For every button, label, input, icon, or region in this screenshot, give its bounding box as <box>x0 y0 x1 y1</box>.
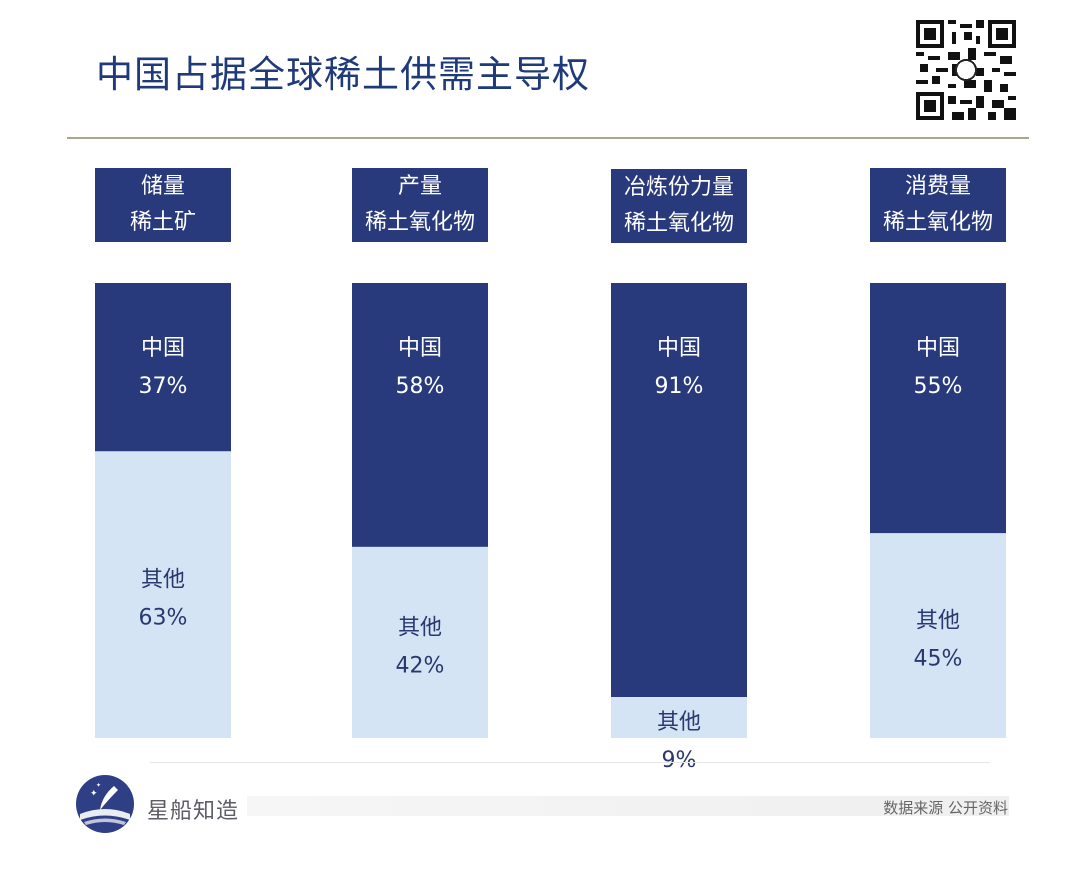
bar-segment-china-1 <box>352 283 488 547</box>
category-header-3: 消费量 稀土氧化物 <box>870 168 1006 242</box>
segment-value-label: 9% <box>662 748 697 773</box>
starship-logo-icon: ✦ ✦ <box>76 775 134 833</box>
category-header-line2: 稀土氧化物 <box>882 210 993 235</box>
bar-segment-other-1 <box>352 546 488 738</box>
segment-value-label: 58% <box>396 374 445 399</box>
segment-name-label: 中国 <box>398 336 442 361</box>
segment-value-label: 37% <box>139 374 188 399</box>
page-title: 中国占据全球稀土供需主导权 <box>96 53 590 96</box>
category-header-0: 储量 稀土矿 <box>95 168 231 242</box>
segment-value-label: 42% <box>396 653 445 678</box>
category-header-line1: 冶炼份力量 <box>623 175 734 200</box>
segment-value-label: 45% <box>914 647 963 672</box>
bar-segment-other-2 <box>611 697 747 738</box>
segment-name-label: 其他 <box>657 710 701 735</box>
category-header-line1: 储量 <box>140 174 185 199</box>
segment-name-label: 中国 <box>916 336 960 361</box>
segment-value-label: 63% <box>139 606 188 631</box>
category-header-line2: 稀土氧化物 <box>623 211 734 236</box>
segment-name-label: 中国 <box>657 336 701 361</box>
bar-segment-other-3 <box>870 533 1006 738</box>
footer-band <box>247 796 1009 816</box>
bar-segment-china-2 <box>611 283 747 698</box>
category-header-line2: 稀土矿 <box>129 210 196 235</box>
category-header-2: 冶炼份力量稀土氧化物 <box>611 169 747 243</box>
segment-name-label: 中国 <box>141 336 185 361</box>
segment-name-label: 其他 <box>141 568 185 593</box>
title-divider <box>67 137 1029 139</box>
bar-segment-china-0 <box>95 283 231 452</box>
segment-name-label: 其他 <box>398 615 442 640</box>
category-header-1: 产量 稀土氧化物 <box>352 168 488 242</box>
category-header-line1: 产量 <box>397 174 442 199</box>
footer-divider <box>150 762 990 763</box>
segment-name-label: 其他 <box>916 609 960 634</box>
data-source: 数据来源 公开资料 <box>883 799 1008 817</box>
segment-value-label: 91% <box>655 374 704 399</box>
brand-name: 星船知造 <box>147 799 240 824</box>
segment-value-label: 55% <box>914 374 963 399</box>
bar-segment-china-3 <box>870 283 1006 534</box>
category-header-line2: 稀土氧化物 <box>364 210 475 235</box>
category-header-line1: 消费量 <box>904 174 971 199</box>
svg-text:✦: ✦ <box>96 782 101 789</box>
svg-text:✦: ✦ <box>90 789 98 799</box>
qr-code-icon <box>916 20 1016 120</box>
bar-segment-other-0 <box>95 451 231 738</box>
